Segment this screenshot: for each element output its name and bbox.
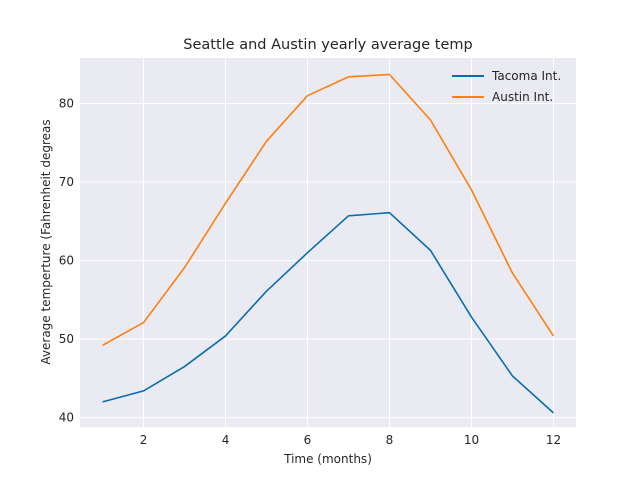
y-axis-label: Average temperture (Fahrenheit degreas bbox=[39, 119, 53, 364]
x-tick-label: 10 bbox=[464, 433, 479, 447]
plot-background bbox=[80, 58, 576, 427]
grid-lines bbox=[80, 58, 576, 427]
y-tick-label: 50 bbox=[59, 332, 74, 346]
legend-label-tacoma: Tacoma Int. bbox=[491, 69, 561, 83]
series-line-austin-int bbox=[102, 73, 555, 347]
y-tick-label: 70 bbox=[59, 175, 74, 189]
x-tick-label: 8 bbox=[386, 433, 394, 447]
x-tick-label: 4 bbox=[222, 433, 230, 447]
x-tick-label: 2 bbox=[140, 433, 148, 447]
series-line-tacoma-int bbox=[102, 211, 554, 414]
x-axis-label: Time (months) bbox=[283, 452, 372, 466]
legend-label-austin: Austin Int. bbox=[492, 90, 553, 104]
chart-title: Seattle and Austin yearly average temp bbox=[183, 37, 472, 53]
x-tick-label: 12 bbox=[546, 433, 561, 447]
series-layer bbox=[102, 73, 555, 414]
x-tick-labels: 2 4 6 8 10 12 bbox=[140, 433, 561, 447]
x-tick-label: 6 bbox=[304, 433, 312, 447]
y-tick-label: 60 bbox=[59, 254, 74, 268]
legend: Tacoma Int. Austin Int. bbox=[452, 69, 561, 104]
y-tick-label: 40 bbox=[59, 411, 74, 425]
y-tick-label: 80 bbox=[59, 97, 74, 111]
y-tick-labels: 40 50 60 70 80 bbox=[59, 97, 74, 425]
